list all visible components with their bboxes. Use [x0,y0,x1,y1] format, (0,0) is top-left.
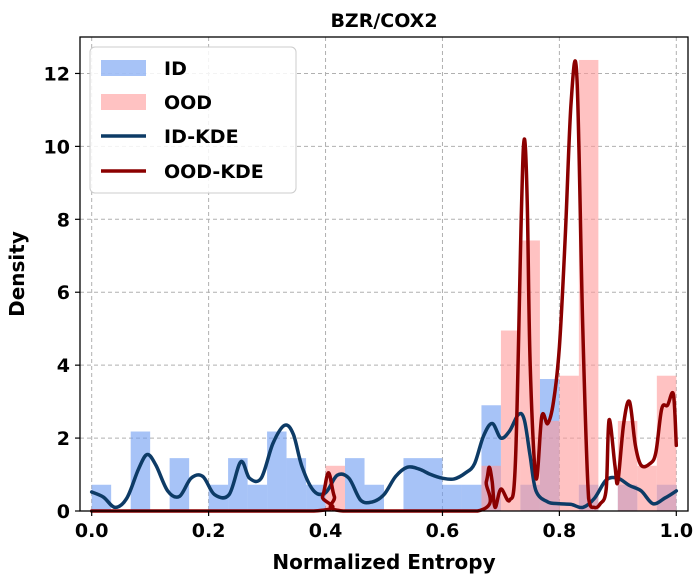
x-axis-label: Normalized Entropy [272,550,495,574]
ood-histogram [325,59,677,512]
legend-swatch [101,60,146,76]
id-hist-bar [130,431,151,511]
y-tick-label: 6 [57,282,70,304]
y-axis-label: Density [5,231,29,317]
ood-hist-bar [559,375,579,511]
y-tick-label: 2 [57,428,70,450]
ood-hist-bar [637,465,657,511]
id-kde-line [89,411,679,510]
id-hist-bar [461,484,482,511]
legend-swatch [101,94,146,110]
x-tick-label: 0.0 [75,520,109,542]
x-tick-label: 0.6 [426,520,460,542]
ood-kde-line [89,59,679,513]
x-tick-label: 0.2 [192,520,226,542]
plot-frame [79,36,689,512]
legend-label: ID [164,58,187,80]
y-tick-label: 4 [57,355,70,377]
id-hist-bar [286,458,307,511]
x-tick-label: 0.8 [543,520,577,542]
y-tick-label: 0 [57,501,70,523]
x-axis-ticks: 0.0 0.2 0.4 0.6 0.8 1.0 [75,511,693,542]
y-axis-ticks: 0 2 4 6 8 10 12 [44,63,80,523]
x-tick-label: 0.4 [309,520,343,542]
id-hist-bar [306,484,326,511]
legend-label: ID-KDE [164,126,239,148]
x-tick-label: 1.0 [659,520,693,542]
id-hist-bar [247,484,268,511]
legend-label: OOD-KDE [164,161,264,183]
y-tick-label: 12 [44,63,70,85]
id-hist-bar [267,431,287,511]
kde-layer [89,59,679,513]
y-tick-label: 8 [57,209,70,231]
id-hist-bar [442,484,462,511]
chart-title: BZR/COX2 [330,10,437,32]
legend-label: OOD [164,92,212,114]
id-hist-bar [422,458,443,511]
legend: ID OOD ID-KDE OOD-KDE [89,46,297,194]
ood-hist-bar [539,420,560,511]
id-hist-bar [364,484,384,511]
id-hist-bar [403,458,423,511]
id-hist-bar [228,458,248,511]
y-tick-label: 10 [44,136,70,158]
legend-box [89,46,297,194]
